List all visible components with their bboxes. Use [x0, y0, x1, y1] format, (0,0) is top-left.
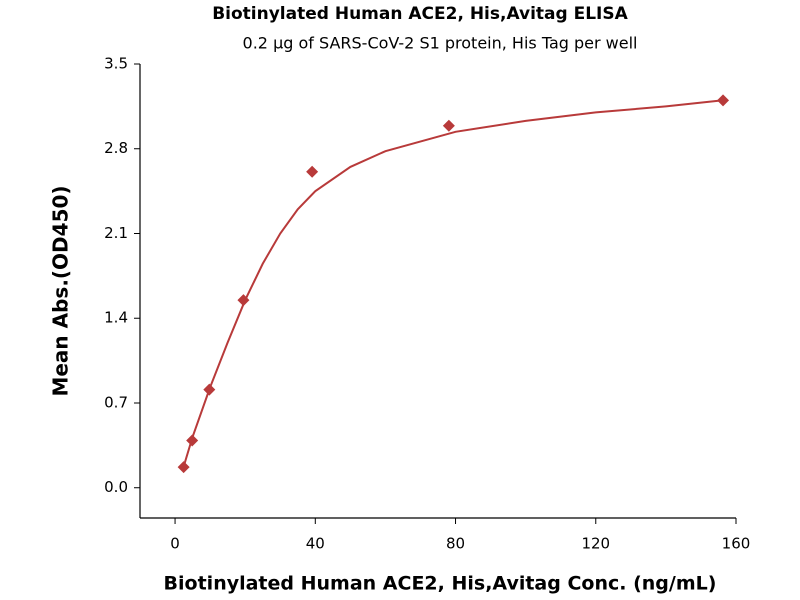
y-tick-label: 2.8 [104, 139, 128, 157]
x-tick-label: 40 [306, 535, 325, 553]
chart-title: Biotinylated Human ACE2, His,Avitag ELIS… [212, 4, 628, 24]
x-tick-label: 80 [446, 535, 465, 553]
x-axis-label: Biotinylated Human ACE2, His,Avitag Conc… [164, 573, 717, 595]
x-tick-label: 0 [170, 535, 180, 553]
data-point [717, 94, 730, 107]
fit-curve [182, 99, 723, 468]
chart-subtitle: 0.2 µg of SARS-CoV-2 S1 protein, His Tag… [243, 34, 638, 53]
y-tick-label: 1.4 [104, 309, 128, 327]
data-point [177, 461, 190, 474]
data-point [237, 294, 250, 307]
y-tick-label: 2.1 [104, 224, 128, 242]
data-point [186, 434, 199, 447]
x-tick-label: 120 [581, 535, 610, 553]
y-tick-label: 0.0 [104, 478, 128, 496]
y-axis-label: Mean Abs.(OD450) [49, 185, 73, 396]
data-point [203, 383, 216, 396]
data-point [442, 119, 455, 132]
y-tick-label: 3.5 [104, 55, 128, 73]
y-tick-label: 0.7 [104, 393, 128, 411]
x-tick-label: 160 [722, 535, 751, 553]
data-point [306, 165, 319, 178]
